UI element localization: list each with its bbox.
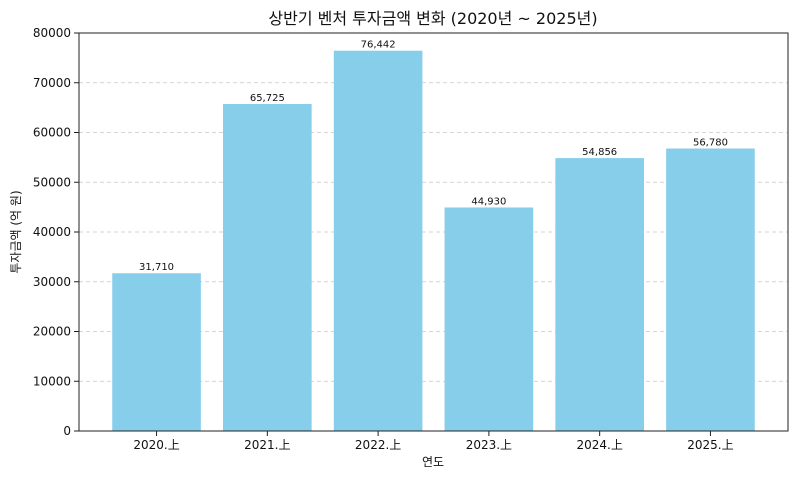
y-tick-label: 40000	[33, 225, 71, 239]
y-axis-ticks: 0 10000 20000 30000 40000 50000 60000 70000 8000…	[33, 26, 79, 438]
bar	[333, 50, 423, 431]
data-label: 56,780	[693, 138, 728, 149]
y-tick-label: 10000	[33, 374, 71, 388]
data-label: 54,856	[582, 147, 617, 158]
bar	[112, 273, 201, 431]
data-label: 65,725	[250, 93, 285, 104]
y-tick-label: 20000	[33, 325, 71, 339]
x-axis-label: 연도	[422, 455, 444, 469]
bar	[555, 158, 644, 431]
bar	[444, 207, 534, 431]
x-tick-label: 2024.上	[576, 438, 622, 452]
data-label: 44,930	[471, 196, 506, 207]
x-tick-label: 2025.上	[687, 438, 733, 452]
data-labels: 31,710 65,725 76,442 44,930 54,856 56,780	[139, 40, 728, 274]
x-tick-label: 2020.上	[133, 438, 179, 452]
bar	[666, 148, 755, 431]
y-tick-label: 70000	[33, 76, 71, 90]
x-tick-label: 2022.上	[355, 438, 401, 452]
y-tick-label: 60000	[33, 126, 71, 140]
data-label: 31,710	[139, 262, 174, 273]
y-axis-label: 투자금액 (억 원)	[9, 190, 23, 273]
x-tick-label: 2023.上	[466, 438, 512, 452]
y-tick-label: 80000	[33, 26, 71, 40]
x-axis-ticks: 2020.上 2021.上 2022.上 2023.上 2024.上 2025.上	[133, 431, 734, 452]
data-label: 76,442	[361, 40, 396, 51]
y-tick-label: 30000	[33, 275, 71, 289]
y-tick-label: 0	[63, 424, 71, 438]
chart-title: 상반기 벤처 투자금액 변화 (2020년 ~ 2025년)	[268, 9, 597, 28]
bars	[112, 50, 755, 431]
y-tick-label: 50000	[33, 175, 71, 189]
x-tick-label: 2021.上	[244, 438, 290, 452]
bar	[223, 104, 312, 431]
